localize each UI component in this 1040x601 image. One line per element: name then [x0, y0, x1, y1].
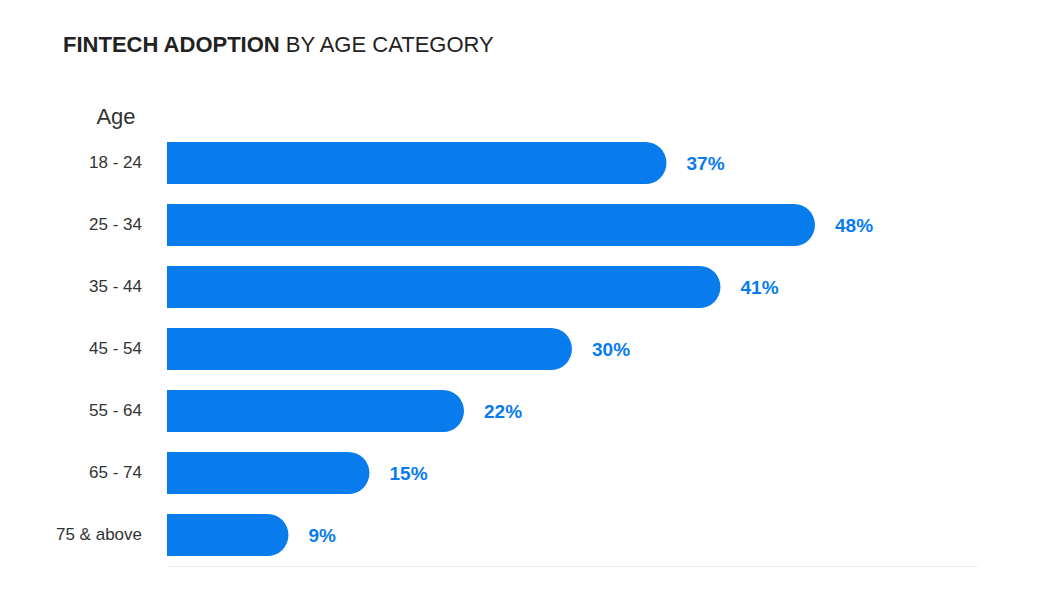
bar: [167, 142, 667, 184]
y-tick-label: 65 - 74: [89, 463, 142, 482]
data-label: 41%: [741, 277, 779, 298]
chart: FINTECH ADOPTION BY AGE CATEGORY Age 18 - …: [0, 0, 1040, 601]
y-tick-label: 75 & above: [56, 525, 142, 544]
y-tick: 75 & above: [56, 525, 142, 544]
y-tick-label: 25 - 34: [89, 215, 142, 234]
bar: [167, 514, 288, 556]
bar: [167, 390, 464, 432]
axis-title: Age: [96, 104, 135, 129]
data-label: 22%: [484, 401, 522, 422]
y-tick: 55 - 64: [89, 401, 142, 420]
bar: [167, 204, 815, 246]
y-tick: 65 - 74: [89, 463, 142, 482]
data-labels: 37% 48% 41% 30% 22% 15% 9%: [309, 153, 874, 546]
y-tick: 35 - 44: [89, 277, 142, 296]
y-tick-label: 45 - 54: [89, 339, 142, 358]
data-label: 30%: [592, 339, 630, 360]
y-tick-label: 55 - 64: [89, 401, 142, 420]
y-tick: 18 - 24: [89, 153, 142, 172]
data-label: 37%: [687, 153, 725, 174]
bar: [167, 266, 720, 308]
data-label: 9%: [309, 525, 337, 546]
x-axis-line: [168, 566, 978, 567]
y-axis: 18 - 24 25 - 34 35 - 44 45 - 54 55 - 64 65 - …: [56, 153, 142, 544]
data-label: 15%: [390, 463, 428, 484]
x-axis: [168, 566, 978, 567]
bar: [167, 452, 369, 494]
y-tick-label: 35 - 44: [89, 277, 142, 296]
y-tick-label: 18 - 24: [89, 153, 142, 172]
y-tick: 25 - 34: [89, 215, 142, 234]
y-tick: 45 - 54: [89, 339, 142, 358]
data-label: 48%: [835, 215, 873, 236]
bar: [167, 328, 572, 370]
title: FINTECH ADOPTION BY AGE CATEGORY: [63, 32, 494, 57]
bars: [167, 142, 815, 556]
